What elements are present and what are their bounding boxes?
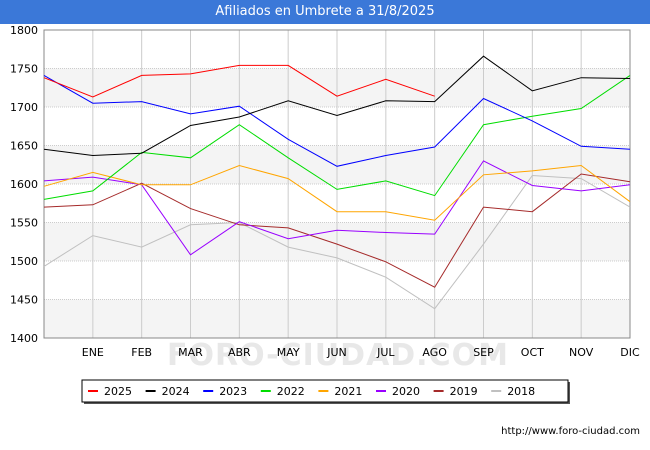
x-tick-label: MAR [178,346,203,359]
legend-label-2025: 2025 [104,385,132,398]
legend-label-2019: 2019 [450,385,478,398]
x-tick-label: OCT [521,346,544,359]
series-lines [43,55,631,310]
series-line-2022 [43,74,631,200]
x-tick-label: SEP [473,346,494,359]
legend-label-2023: 2023 [219,385,247,398]
y-tick-label: 1700 [10,101,38,114]
series-line-2023 [43,74,631,167]
legend-label-2022: 2022 [277,385,305,398]
x-tick-label: JUN [326,346,347,359]
y-tick-label: 1450 [10,294,38,307]
series-line-2021 [43,164,631,221]
x-tick-label: FEB [131,346,152,359]
plot-frame [43,29,631,339]
legend-label-2018: 2018 [507,385,535,398]
series-line-2024 [43,55,631,157]
y-tick-label: 1550 [10,217,38,230]
y-tick-label: 1650 [10,140,38,153]
x-tick-label: NOV [569,346,594,359]
y-tick-label: 1600 [10,178,38,191]
x-axis-ticks: ENE FEB MAR ABR MAY JUN JUL AGO SEP OCT NOV DIC [82,346,640,359]
grid-lines [44,29,630,339]
watermark: FORO-CIUDAD.COM [167,338,509,373]
y-tick-label: 1800 [10,24,38,37]
legend: 2025 2024 2023 2022 2021 2020 2019 2018 [81,379,570,404]
y-tick-label: 1750 [10,63,38,76]
x-tick-label: DIC [620,346,640,359]
x-tick-label: ABR [228,346,251,359]
series-line-2019 [43,173,631,288]
legend-label-2024: 2024 [162,385,190,398]
x-tick-label: ENE [82,346,104,359]
source-credit: http://www.foro-ciudad.com [501,426,640,437]
y-tick-label: 1500 [10,255,38,268]
x-tick-label: AGO [422,346,447,359]
y-tick-label: 1400 [10,332,38,345]
series-line-2025 [43,64,435,98]
x-tick-label: JUL [376,346,395,359]
series-line-2018 [43,174,631,310]
legend-label-2021: 2021 [334,385,362,398]
chart-title: Afiliados en Umbrete a 31/8/2025 [0,0,650,24]
y-axis-ticks: 1400 1450 1500 1550 1600 1650 1700 1750 1800 [10,24,38,345]
x-tick-label: MAY [277,346,300,359]
legend-label-2020: 2020 [392,385,420,398]
